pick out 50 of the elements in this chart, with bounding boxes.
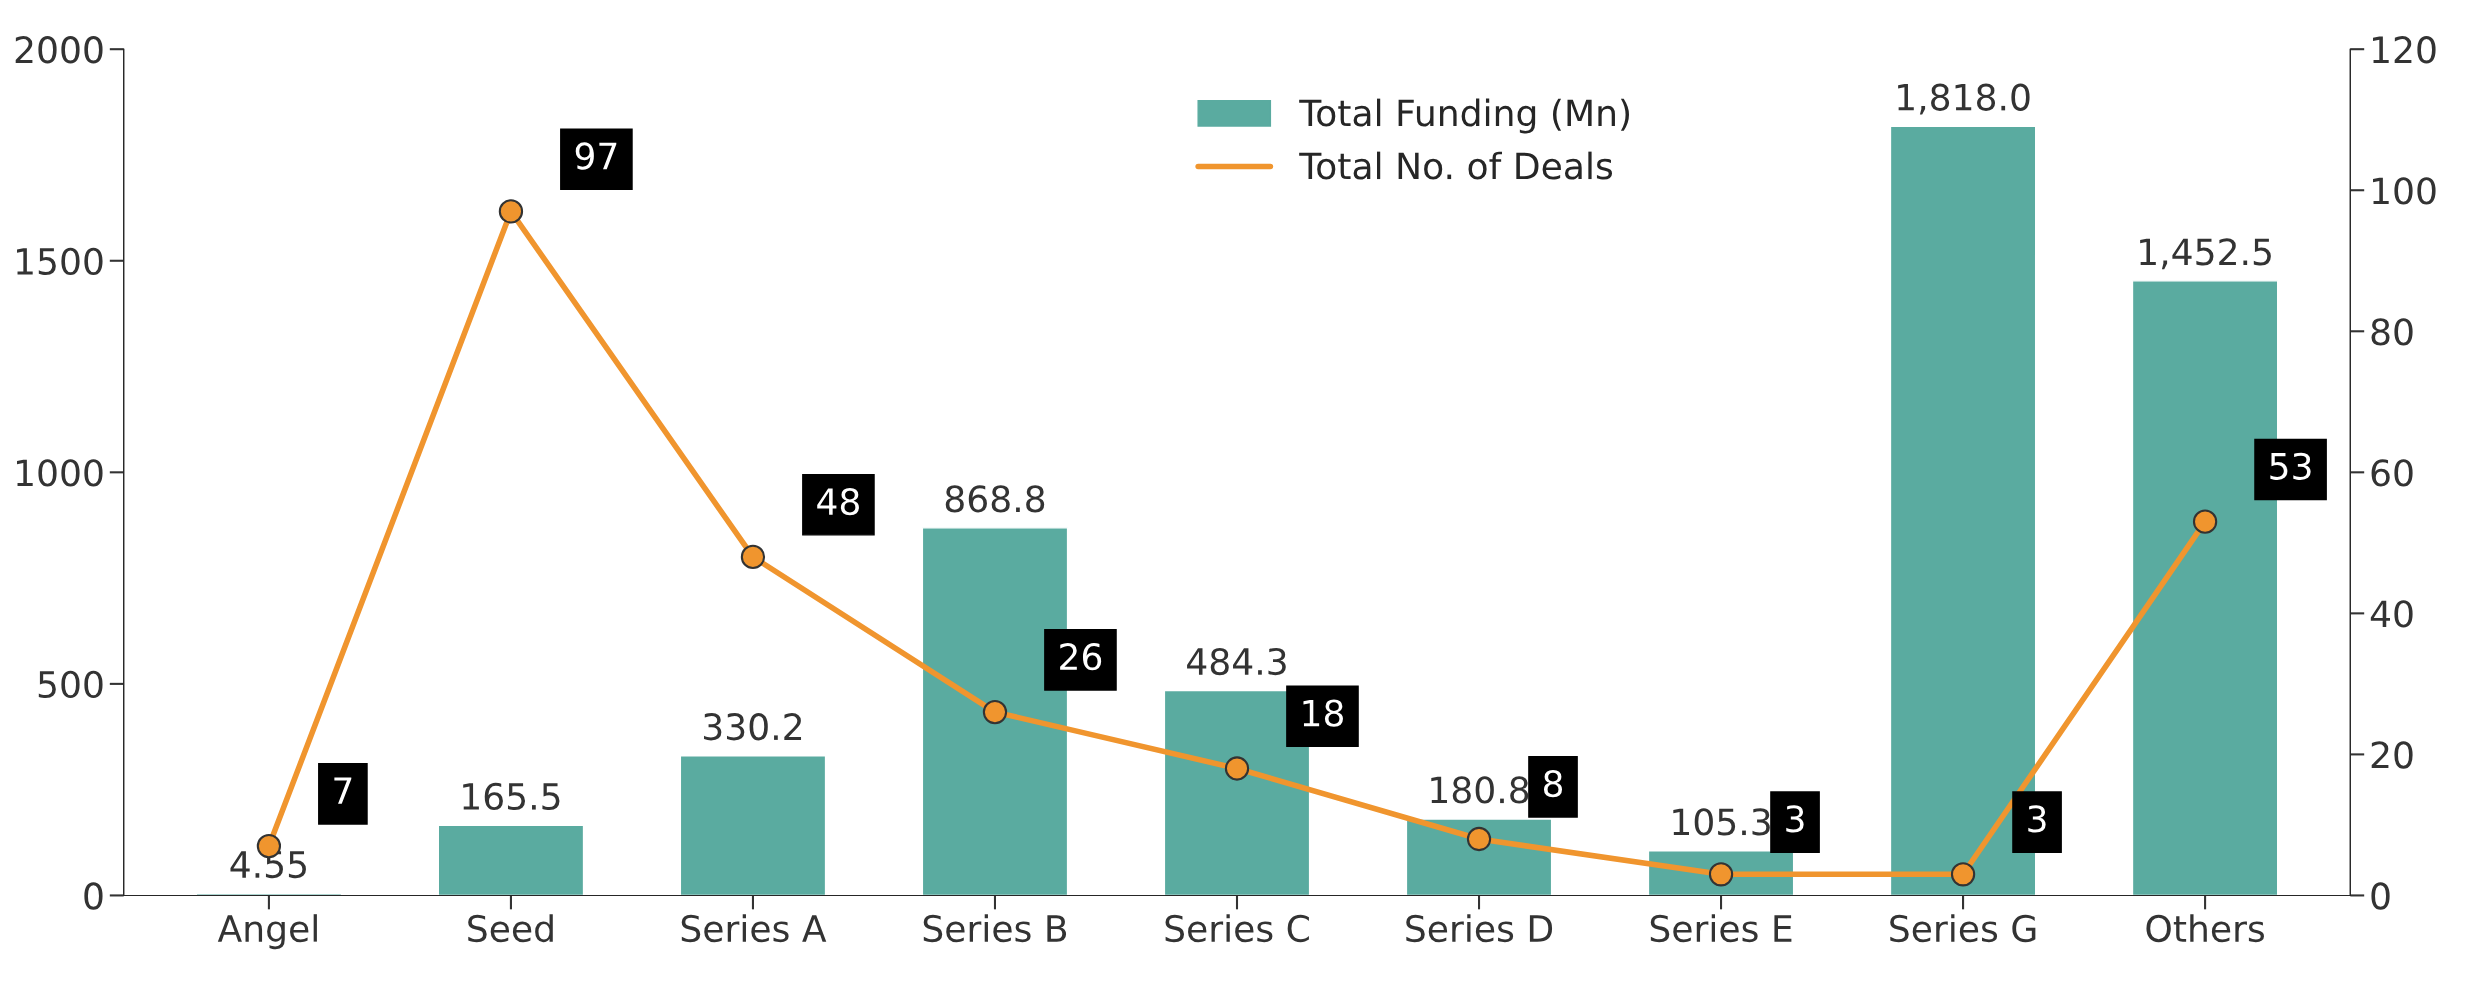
data-label: 484.3 <box>1187 647 1286 676</box>
legend-label: Total Funding (Mn) <box>1299 98 1629 134</box>
bar <box>679 755 827 896</box>
point <box>1950 862 1976 887</box>
point <box>1466 826 1492 852</box>
data-label: 105.3 <box>1673 808 1770 836</box>
x-tick-label: Others <box>2146 914 2264 943</box>
point <box>2192 509 2218 534</box>
data-label: 48 <box>817 487 859 516</box>
point <box>740 544 766 570</box>
x-tick-label: Angel <box>217 914 317 950</box>
data-label: 1,452.5 <box>2140 238 2271 270</box>
point <box>498 199 524 224</box>
y-tick-label: 1500 <box>17 247 103 275</box>
data-label: 3 <box>1786 805 1804 833</box>
bar <box>437 824 585 896</box>
data-label: 3 <box>2028 805 2046 833</box>
point <box>1224 756 1250 781</box>
x-tick-label: Series E <box>1650 914 1792 943</box>
data-label: 165.5 <box>463 782 560 811</box>
data-label: 868.8 <box>945 485 1045 513</box>
data-label: 97 <box>575 142 617 170</box>
x-tick-label: Series A <box>681 914 827 943</box>
y2-tick-label: 100 <box>2373 177 2436 205</box>
y2-tick-label: 60 <box>2371 459 2413 487</box>
y2-tick-label: 0 <box>2371 882 2390 910</box>
x-tick-label: Series G <box>1890 914 2036 943</box>
y-tick-label: 500 <box>38 670 103 699</box>
data-label: 26 <box>1060 643 1102 671</box>
x-tick-label: Seed <box>468 914 553 943</box>
x-tick-label: Series C <box>1165 914 1309 943</box>
data-label: 8 <box>1543 769 1563 798</box>
data-label: 330.2 <box>704 713 802 741</box>
y2-tick-label: 120 <box>2373 36 2436 64</box>
y-tick-label: 2000 <box>15 36 103 64</box>
y2-tick-label: 40 <box>2370 600 2413 628</box>
bar <box>1405 818 1553 896</box>
y-tick-label: 0 <box>84 882 103 910</box>
data-label: 1,818.0 <box>1898 83 2030 115</box>
point <box>982 699 1008 725</box>
data-label: 53 <box>2270 452 2311 480</box>
y2-tick-label: 80 <box>2371 318 2413 346</box>
data-label: 18 <box>1303 699 1343 727</box>
point <box>1708 862 1734 887</box>
legend-label: Total No. of Deals <box>1299 151 1613 180</box>
data-label: 7 <box>334 777 352 804</box>
x-tick-label: Series B <box>923 914 1067 943</box>
y-tick-label: 1000 <box>17 459 103 487</box>
x-tick-label: Series D <box>1406 914 1553 943</box>
y2-tick-label: 20 <box>2371 741 2413 769</box>
